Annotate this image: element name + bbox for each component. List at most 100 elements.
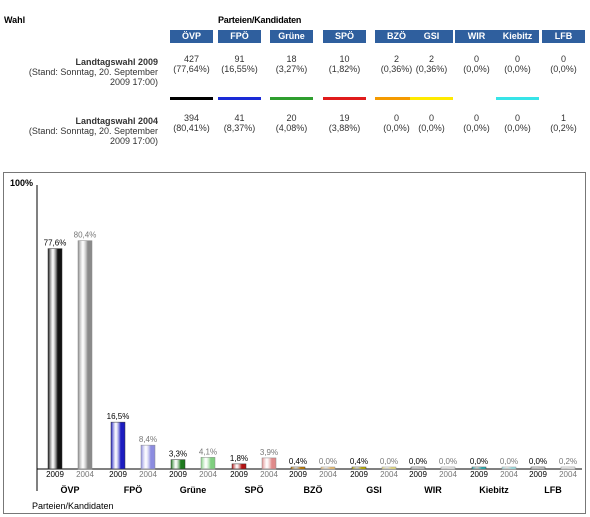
bar-2009-LFB — [530, 466, 546, 470]
data-label-2009: 0,0% — [409, 457, 427, 466]
vote-percent: (4,08%) — [275, 123, 308, 133]
result-cell: 1 (0,2%) — [542, 113, 585, 133]
data-label-2004: 8,4% — [139, 435, 157, 444]
result-cell: 2 (0,36%) — [375, 54, 418, 74]
data-label-2004: 0,0% — [439, 457, 457, 466]
result-cell: 91 (16,55%) — [218, 54, 261, 74]
party-header-6: WIR — [455, 30, 498, 43]
category-label-WIR: WIR — [424, 485, 442, 495]
year-label-2004: 2004 — [319, 470, 337, 479]
row-title: Landtagswahl 2004 — [75, 116, 158, 126]
data-label-2004: 3,9% — [260, 448, 278, 457]
vote-percent: (0,0%) — [418, 123, 445, 133]
party-header-1: FPÖ — [218, 30, 261, 43]
bar-2004-SPÖ — [261, 457, 277, 470]
party-header-3: SPÖ — [323, 30, 366, 43]
party-color-line-7 — [496, 97, 539, 100]
year-label-2004: 2004 — [380, 470, 398, 479]
data-label-2009: 77,6% — [44, 239, 67, 248]
row-subtitle-2: 2009 17:00) — [109, 77, 158, 87]
results-table: Wahl Parteien/Kandidaten ÖVP FPÖ Grüne SPÖ B… — [0, 0, 590, 160]
party-color-line-8 — [542, 97, 585, 100]
row-label-1: Landtagswahl 2004 (Stand: Sonntag, 20. Se… — [0, 116, 158, 146]
vote-count: 91 — [234, 54, 245, 64]
party-header-7: Kiebitz — [496, 30, 539, 43]
vote-count: 1 — [560, 113, 566, 123]
bar-2004-FPÖ — [140, 444, 156, 470]
result-cell: 2 (0,36%) — [410, 54, 453, 74]
year-label-2009: 2009 — [169, 470, 187, 479]
vote-percent: (8,37%) — [223, 123, 256, 133]
row-subtitle-2: 2009 17:00) — [109, 136, 158, 146]
result-cell: 0 (0,0%) — [375, 113, 418, 133]
vote-percent: (0,0%) — [550, 64, 577, 74]
bar-2004-LFB — [560, 466, 576, 470]
vote-count: 0 — [473, 113, 479, 123]
vote-percent: (0,36%) — [415, 64, 448, 74]
bar-2009-WIR — [410, 466, 426, 470]
data-label-2009: 0,0% — [529, 457, 547, 466]
category-label-FPÖ: FPÖ — [124, 485, 143, 495]
data-label-2004: 0,0% — [500, 457, 518, 466]
category-label-LFB: LFB — [544, 485, 562, 495]
year-label-2009: 2009 — [350, 470, 368, 479]
year-label-2009: 2009 — [289, 470, 307, 479]
result-cell: 0 (0,0%) — [455, 54, 498, 74]
category-label-Kiebitz: Kiebitz — [479, 485, 509, 495]
vote-percent: (1,82%) — [328, 64, 361, 74]
party-color-line-2 — [270, 97, 313, 100]
vote-count: 0 — [514, 54, 520, 64]
row-title: Landtagswahl 2009 — [75, 57, 158, 67]
year-label-2009: 2009 — [230, 470, 248, 479]
vote-percent: (80,41%) — [173, 123, 210, 133]
result-cell: 0 (0,0%) — [496, 113, 539, 133]
category-label-BZÖ: BZÖ — [304, 485, 323, 495]
header-wahl: Wahl — [4, 15, 26, 25]
vote-percent: (0,0%) — [383, 123, 410, 133]
year-label-2004: 2004 — [559, 470, 577, 479]
result-cell: 20 (4,08%) — [270, 113, 313, 133]
vote-percent: (77,64%) — [173, 64, 210, 74]
vote-count: 2 — [428, 54, 434, 64]
result-cell: 0 (0,0%) — [455, 113, 498, 133]
bar-2009-BZÖ — [290, 466, 306, 470]
year-label-2009: 2009 — [409, 470, 427, 479]
vote-count: 0 — [514, 113, 520, 123]
party-header-2: Grüne — [270, 30, 313, 43]
vote-percent: (0,2%) — [550, 123, 577, 133]
bar-2004-Kiebitz — [501, 466, 517, 470]
vote-percent: (0,36%) — [380, 64, 413, 74]
vote-percent: (0,0%) — [504, 123, 531, 133]
party-header-4: BZÖ — [375, 30, 418, 43]
party-header-8: LFB — [542, 30, 585, 43]
year-label-2004: 2004 — [500, 470, 518, 479]
data-label-2004: 0,0% — [380, 457, 398, 466]
vote-percent: (3,27%) — [275, 64, 308, 74]
bar-2009-FPÖ — [110, 421, 126, 470]
result-cell: 0 (0,0%) — [542, 54, 585, 74]
bar-2009-Grüne — [170, 459, 186, 470]
result-cell: 427 (77,64%) — [170, 54, 213, 74]
row-subtitle: (Stand: Sonntag, 20. September — [28, 126, 158, 136]
year-label-2004: 2004 — [139, 470, 157, 479]
bar-chart: 100% 77,6% 80,4% 2009 2004 ÖVP 16,5% 8,4% 2009 20… — [3, 172, 586, 514]
bar-2004-ÖVP — [77, 240, 93, 470]
y-axis-top-label: 100% — [10, 178, 33, 188]
year-label-2004: 2004 — [260, 470, 278, 479]
party-header-5: GSI — [410, 30, 453, 43]
year-label-2009: 2009 — [109, 470, 127, 479]
vote-count: 427 — [183, 54, 200, 64]
party-header-0: ÖVP — [170, 30, 213, 43]
bar-2004-WIR — [440, 466, 456, 470]
bar-2009-Kiebitz — [471, 466, 487, 470]
bar-2009-SPÖ — [231, 463, 247, 470]
data-label-2009: 16,5% — [107, 412, 130, 421]
party-color-line-5 — [410, 97, 453, 100]
result-cell: 394 (80,41%) — [170, 113, 213, 133]
vote-count: 394 — [183, 113, 200, 123]
party-color-line-3 — [323, 97, 366, 100]
data-label-2009: 0,4% — [289, 457, 307, 466]
year-label-2004: 2004 — [199, 470, 217, 479]
vote-count: 2 — [393, 54, 399, 64]
vote-count: 0 — [393, 113, 399, 123]
